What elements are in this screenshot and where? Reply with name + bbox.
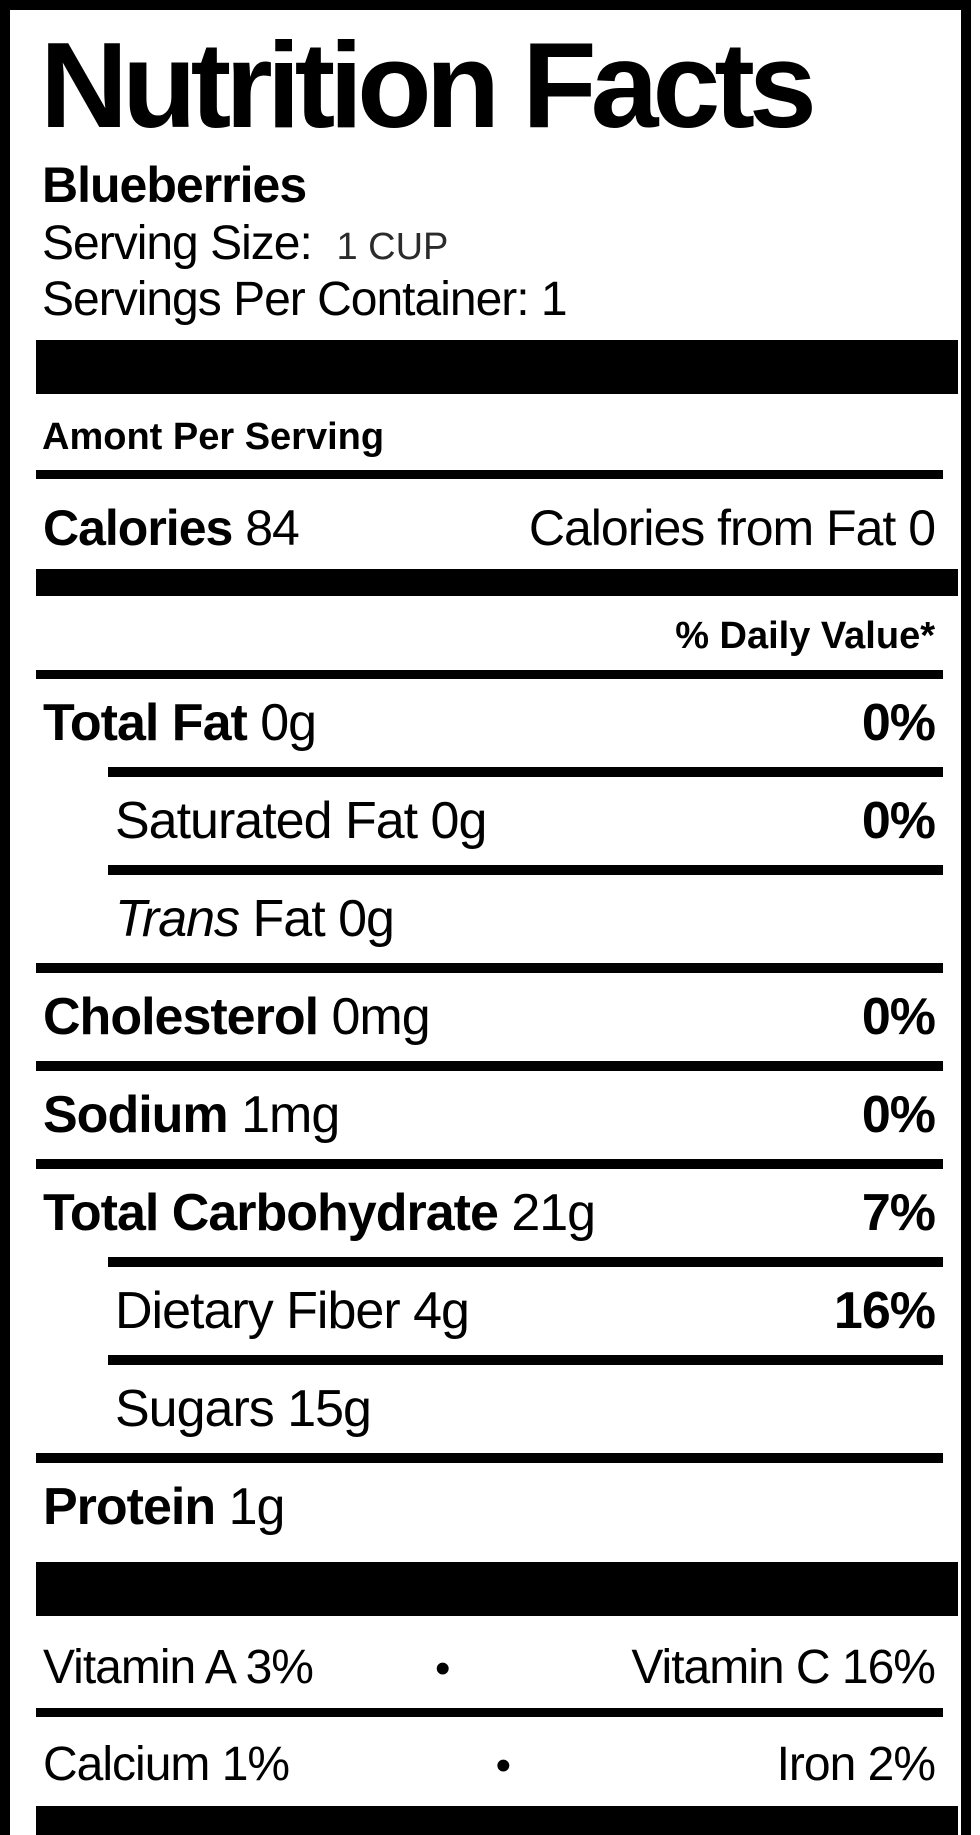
rule-full <box>36 1061 943 1071</box>
separator-bar-bottom <box>36 1806 958 1835</box>
nutrient-name: Sodium <box>43 1086 229 1144</box>
nutrient-name: Total Fat <box>43 694 248 752</box>
nutrient-text: Dietary Fiber 4g <box>115 1282 470 1340</box>
nutrient-name: Dietary Fiber <box>115 1282 401 1340</box>
nutrient-amount: 4g <box>413 1282 470 1340</box>
nutrient-row-sugars: Sugars 15g <box>36 1365 943 1453</box>
calories-left: Calories 84 <box>43 500 300 556</box>
separator-bar-micronutrients <box>36 1562 958 1616</box>
nutrient-row-dietary-fiber: Dietary Fiber 4g 16% <box>36 1267 943 1355</box>
rule-sub <box>108 1257 943 1267</box>
nutrient-name: Cholesterol <box>43 988 319 1046</box>
micronutrient-row-vitamins: Vitamin A 3% • Vitamin C 16% <box>36 1616 943 1692</box>
nutrient-row-protein: Protein 1g <box>36 1463 943 1551</box>
nutrient-name: Trans <box>115 890 240 948</box>
nutrient-amount: 15g <box>287 1380 372 1438</box>
nutrient-text: Sugars 15g <box>115 1380 372 1438</box>
micronutrient-row-minerals: Calcium 1% • Iron 2% <box>36 1717 943 1789</box>
nutrient-name: Protein <box>43 1478 216 1536</box>
calories-from-fat: Calories from Fat 0 <box>528 500 936 556</box>
nutrient-amount: 1g <box>228 1478 286 1536</box>
calories-row: Calories 84 Calories from Fat 0 <box>36 503 943 553</box>
nutrient-daily-value: 0% <box>861 694 936 752</box>
nutrient-amount: 0g <box>430 792 488 850</box>
nutrient-daily-value: 7% <box>861 1184 936 1242</box>
nutrient-text: Trans Fat 0g <box>115 890 395 948</box>
rule-after-amount <box>36 470 943 479</box>
nutrient-amount: 21g <box>511 1184 596 1242</box>
nutrient-row-cholesterol: Cholesterol 0mg 0% <box>36 973 943 1061</box>
rule-sub <box>108 865 943 875</box>
nutrient-text: Saturated Fat 0g <box>115 792 488 850</box>
label-inner: Nutrition Facts Blueberries Serving Size… <box>36 17 958 1835</box>
nutrient-row-total-fat: Total Fat 0g 0% <box>36 679 943 767</box>
separator-bar-calories <box>36 569 958 596</box>
nutrient-text: Total Carbohydrate 21g <box>43 1184 596 1242</box>
micronutrient-right: Iron 2% <box>776 1738 936 1791</box>
nutrient-amount: 0g <box>260 694 317 752</box>
nutrient-text: Cholesterol 0mg <box>43 988 431 1046</box>
serving-size-value: 1 CUP <box>336 226 449 268</box>
nutrient-name: Saturated Fat <box>115 792 418 850</box>
nutrient-name: Sugars <box>115 1380 275 1438</box>
nutrient-row-trans-fat: Trans Fat 0g <box>36 875 943 963</box>
daily-value-header: % Daily Value* <box>675 615 935 657</box>
rule-between-micronutrients <box>36 1708 943 1717</box>
nutrient-row-total-carbohydrate: Total Carbohydrate 21g 7% <box>36 1169 943 1257</box>
rule-after-dv-header <box>36 670 943 679</box>
nutrient-text: Protein 1g <box>43 1478 286 1536</box>
product-name: Blueberries <box>42 157 307 213</box>
calories-value: 84 <box>245 500 300 556</box>
micronutrient-left: Vitamin A 3% <box>43 1641 314 1694</box>
nutrient-amount: Fat 0g <box>252 890 395 948</box>
nutrient-row-sodium: Sodium 1mg 0% <box>36 1071 943 1159</box>
amount-per-serving-heading: Amont Per Serving <box>42 416 385 458</box>
micronutrient-right: Vitamin C 16% <box>631 1641 936 1694</box>
serving-size-line: Serving Size: 1 CUP <box>36 220 943 268</box>
rule-sub <box>108 767 943 777</box>
servings-per-container: Servings Per Container: 1 <box>42 273 568 326</box>
nutrient-text: Total Fat 0g <box>43 694 317 752</box>
nutrient-daily-value: 0% <box>861 792 936 850</box>
nutrient-text: Sodium 1mg <box>43 1086 340 1144</box>
rule-full <box>36 1453 943 1463</box>
nutrient-daily-value: 0% <box>861 1086 936 1144</box>
nutrient-name: Total Carbohydrate <box>43 1184 499 1242</box>
nutrient-daily-value: 16% <box>833 1282 936 1340</box>
nutrient-amount: 1mg <box>241 1086 340 1144</box>
nutrient-amount: 0mg <box>331 988 431 1046</box>
rule-full <box>36 1159 943 1169</box>
bullet-separator: • <box>434 1644 450 1693</box>
nutrient-row-saturated-fat: Saturated Fat 0g 0% <box>36 777 943 865</box>
micronutrient-left: Calcium 1% <box>43 1738 290 1791</box>
rule-sub <box>108 1355 943 1365</box>
label-title: Nutrition Facts <box>40 17 817 153</box>
separator-bar-top <box>36 340 958 394</box>
serving-size-label: Serving Size: <box>42 217 313 270</box>
calories-label: Calories <box>43 500 233 556</box>
nutrient-daily-value: 0% <box>861 988 936 1046</box>
rule-full <box>36 963 943 973</box>
bullet-separator: • <box>495 1741 511 1790</box>
